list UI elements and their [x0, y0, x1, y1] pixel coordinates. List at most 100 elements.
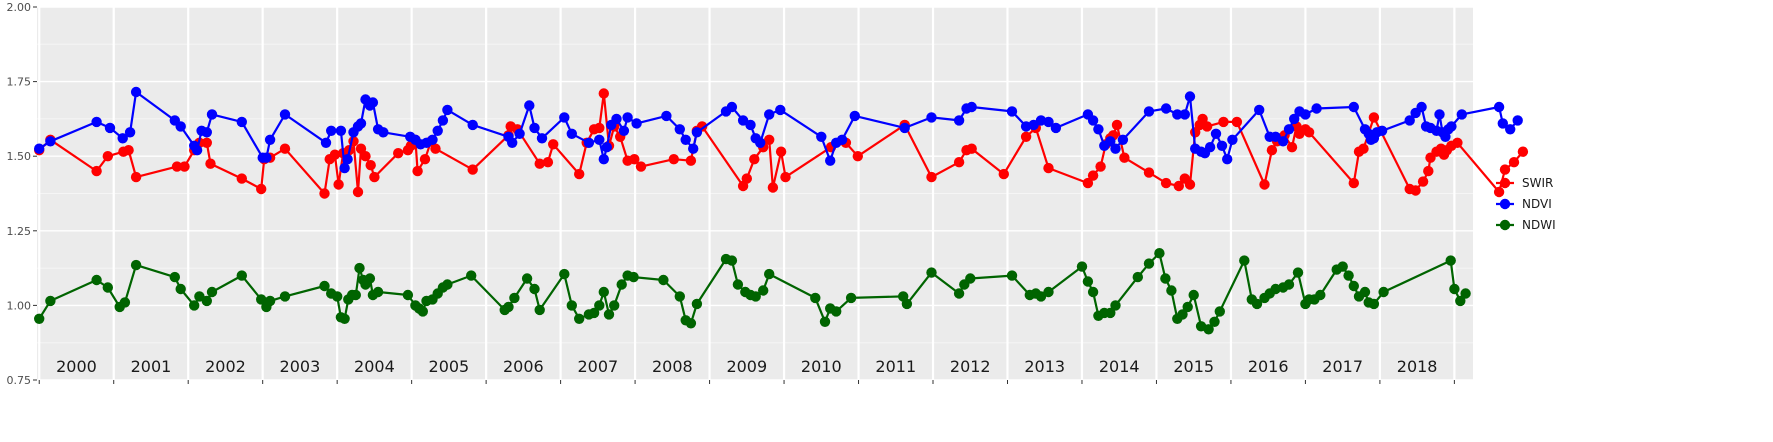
data-point-swir	[1231, 116, 1243, 128]
legend-item-ndwi[interactable]: NDWI	[1496, 218, 1556, 232]
data-point-ndwi	[1110, 300, 1121, 311]
data-point-ndvi	[206, 109, 218, 120]
data-point-ndwi	[402, 289, 414, 301]
data-point-swir	[329, 149, 341, 160]
data-point-ndwi	[206, 286, 218, 298]
data-point-swir	[360, 151, 371, 162]
year-label-2003: 2003	[280, 357, 321, 376]
data-point-ndwi	[1160, 273, 1171, 284]
data-point-ndvi	[594, 134, 605, 145]
legend-key-point	[1499, 219, 1511, 231]
data-point-ndvi	[1143, 106, 1155, 117]
data-point-ndwi	[364, 273, 376, 284]
data-point-swir	[1368, 112, 1380, 123]
data-point-ndwi	[521, 273, 533, 284]
data-point-ndvi	[899, 122, 910, 134]
data-point-ndvi	[764, 109, 775, 120]
data-point-ndwi	[685, 318, 697, 329]
data-point-ndvi	[1497, 118, 1509, 129]
data-point-swir	[1499, 164, 1511, 175]
year-label-2010: 2010	[801, 357, 842, 376]
data-point-ndwi	[442, 279, 453, 290]
data-point-ndwi	[503, 301, 514, 313]
data-point-ndvi	[618, 125, 630, 136]
data-point-swir	[130, 171, 142, 183]
data-point-swir	[767, 182, 779, 193]
data-point-swir	[1197, 113, 1208, 125]
data-point-swir	[548, 139, 559, 150]
data-point-ndvi	[1505, 124, 1516, 135]
data-point-ndvi	[427, 134, 438, 145]
data-point-swir	[685, 155, 697, 166]
data-point-swir	[1184, 179, 1196, 190]
data-point-ndvi	[130, 86, 142, 98]
data-point-ndvi	[601, 142, 612, 153]
data-point-ndvi	[1348, 101, 1360, 113]
data-point-ndwi	[609, 300, 620, 311]
data-point-ndvi	[355, 118, 367, 129]
data-point-ndvi	[726, 101, 738, 113]
data-point-ndwi	[1343, 270, 1354, 281]
year-label-2012: 2012	[950, 357, 991, 376]
data-point-ndwi	[1154, 248, 1165, 259]
data-point-ndvi	[279, 109, 291, 120]
series-ndwi	[34, 248, 1471, 335]
year-label-2015: 2015	[1173, 357, 1214, 376]
data-point-ndvi	[688, 143, 699, 154]
data-point-ndwi	[1087, 286, 1099, 298]
data-point-ndwi	[45, 295, 56, 307]
data-point-ndwi	[264, 295, 276, 307]
data-point-swir	[542, 157, 554, 168]
data-point-swir	[467, 164, 478, 175]
data-point-ndvi	[45, 136, 56, 147]
year-label-2008: 2008	[652, 357, 693, 376]
y-tick-label: 1.00	[7, 299, 32, 312]
data-point-ndwi	[256, 294, 267, 305]
data-point-ndvi	[1456, 109, 1468, 120]
data-point-ndvi	[680, 134, 691, 145]
data-point-ndwi	[372, 286, 384, 298]
data-point-ndvi	[536, 133, 548, 144]
data-point-ndwi	[1143, 258, 1155, 269]
data-point-ndwi	[1292, 267, 1304, 278]
data-point-swir	[1082, 177, 1094, 189]
data-point-ndwi	[1214, 306, 1226, 317]
data-point-ndvi	[1270, 131, 1281, 142]
data-point-ndwi	[236, 270, 247, 281]
legend[interactable]: SWIR NDVI NDWI	[1496, 176, 1556, 232]
data-point-swir	[1020, 131, 1032, 142]
data-point-swir	[1218, 116, 1229, 128]
data-point-ndvi	[326, 125, 337, 136]
series-ndvi	[34, 86, 1523, 174]
data-point-swir	[574, 168, 585, 180]
data-point-ndwi	[1315, 289, 1326, 301]
data-point-swir	[629, 154, 640, 165]
data-point-ndwi	[1449, 283, 1460, 295]
data-point-ndvi	[1204, 142, 1216, 153]
data-point-ndvi	[816, 131, 827, 142]
data-point-ndvi	[674, 124, 685, 135]
data-point-ndvi	[953, 115, 965, 126]
y-tick-label: 1.25	[7, 225, 32, 238]
data-point-ndwi	[201, 295, 212, 307]
legend-item-ndvi[interactable]: NDVI	[1496, 197, 1552, 211]
data-point-swir	[953, 157, 965, 168]
data-point-ndvi	[467, 119, 478, 131]
data-point-ndwi	[91, 274, 102, 286]
data-point-swir	[1087, 170, 1099, 181]
year-label-2018: 2018	[1397, 357, 1438, 376]
data-point-swir	[236, 173, 247, 184]
data-point-ndwi	[1006, 270, 1018, 281]
data-point-ndvi	[524, 100, 535, 111]
data-point-swir	[764, 134, 775, 145]
data-point-ndwi	[674, 291, 685, 302]
data-point-ndwi	[1082, 276, 1094, 287]
data-point-ndvi	[507, 137, 518, 148]
data-point-swir	[1348, 177, 1360, 189]
year-label-2004: 2004	[354, 357, 395, 376]
data-point-ndvi	[1160, 103, 1172, 114]
data-point-ndvi	[264, 134, 276, 145]
legend-item-swir[interactable]: SWIR	[1496, 176, 1553, 190]
data-point-swir	[201, 137, 212, 148]
data-point-ndvi	[1172, 109, 1183, 120]
